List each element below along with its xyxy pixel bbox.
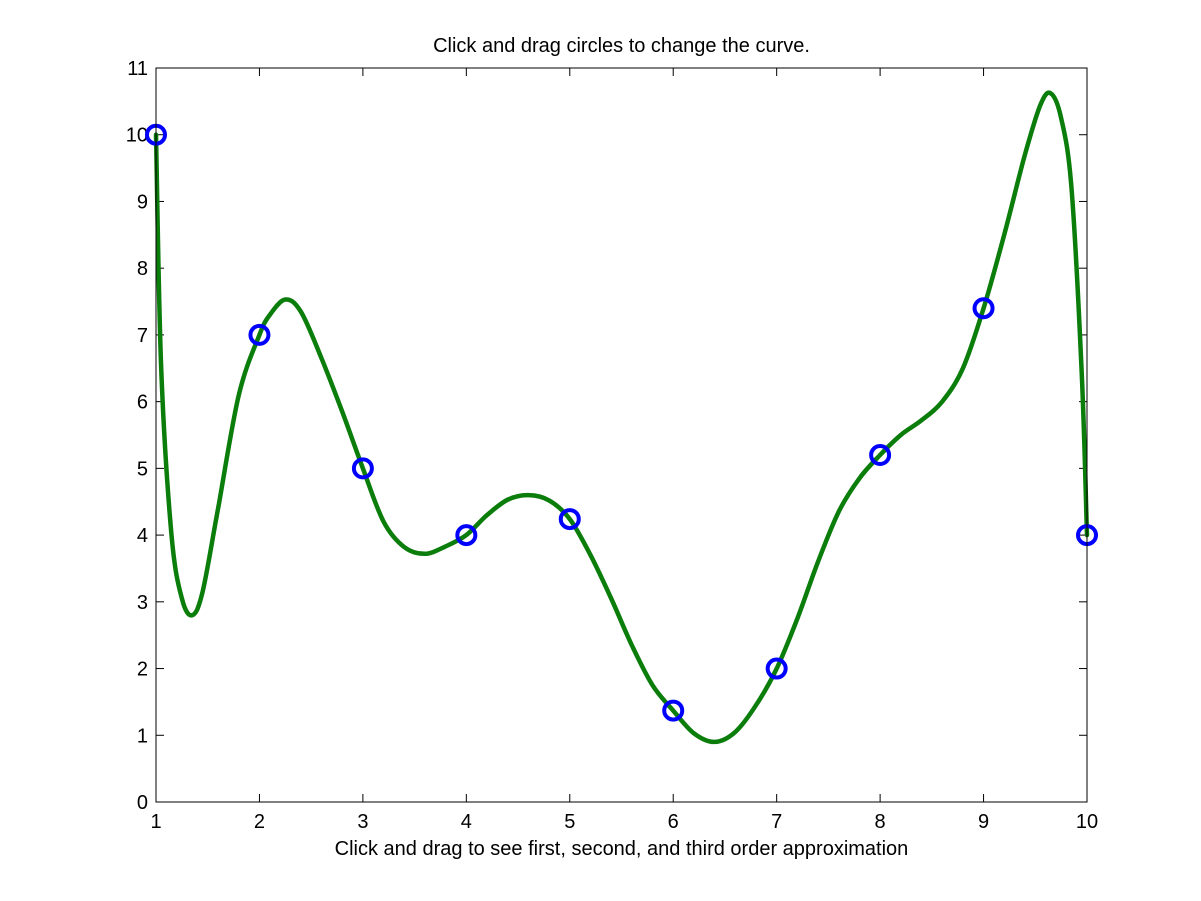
- y-tick-label: 9: [137, 191, 148, 213]
- x-axis-label: Click and drag to see first, second, and…: [335, 838, 909, 860]
- control-point-circle[interactable]: [455, 524, 478, 547]
- approximation-curve: [153, 90, 1090, 745]
- x-tick-label: 3: [357, 811, 368, 833]
- chart-title: Click and drag circles to change the cur…: [433, 35, 810, 57]
- curve-layer: [153, 90, 1090, 745]
- x-tick-label: 5: [564, 811, 575, 833]
- y-tick-label: 7: [137, 325, 148, 347]
- control-point-circle[interactable]: [662, 699, 685, 722]
- y-tick-label: 4: [137, 525, 148, 547]
- y-tick-label: 5: [137, 458, 148, 480]
- y-tick-label: 2: [137, 659, 148, 681]
- x-tick-label: 9: [978, 811, 989, 833]
- x-tick-label: 10: [1076, 811, 1098, 833]
- y-tick-label: 3: [137, 592, 148, 614]
- y-tick-label: 11: [127, 58, 148, 80]
- plot-area[interactable]: [156, 68, 1087, 802]
- x-tick-label: 4: [461, 811, 472, 833]
- plot-frame: [155, 67, 1088, 803]
- y-tick-label: 10: [126, 125, 148, 147]
- control-point-circle[interactable]: [351, 457, 374, 480]
- control-point-circle[interactable]: [248, 323, 271, 346]
- x-tick-label: 6: [668, 811, 679, 833]
- y-tick-label: 8: [137, 258, 148, 280]
- y-tick-label: 1: [137, 725, 148, 747]
- x-tick-label: 2: [254, 811, 265, 833]
- control-point-circle[interactable]: [869, 444, 892, 467]
- x-tick-label: 7: [771, 811, 782, 833]
- y-tick-label: 6: [137, 392, 148, 414]
- x-tick-label: 1: [150, 811, 161, 833]
- control-point-circle[interactable]: [972, 297, 995, 320]
- control-point-circle[interactable]: [765, 657, 788, 680]
- control-point-circle[interactable]: [558, 508, 581, 531]
- y-tick-label: 0: [137, 792, 148, 814]
- x-tick-label: 8: [875, 811, 886, 833]
